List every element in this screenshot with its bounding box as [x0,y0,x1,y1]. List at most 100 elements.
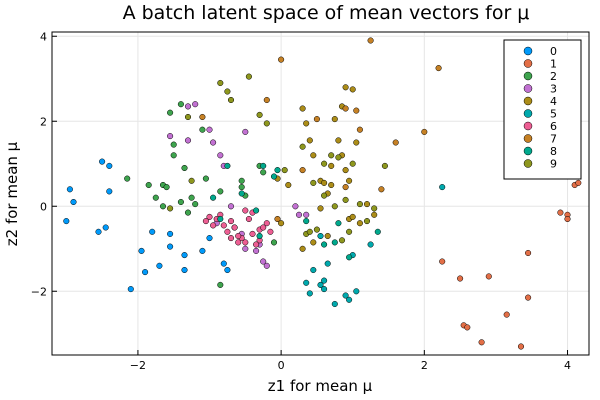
data-point [353,288,360,295]
legend-label: 6 [550,120,557,133]
series-9 [167,73,388,244]
data-point [313,116,320,123]
legend-label: 5 [550,108,557,121]
data-point [349,213,356,220]
data-point [335,154,342,161]
data-point [503,311,510,318]
plot-frame [51,31,590,356]
data-point [306,137,313,144]
data-point [167,230,174,237]
data-point [138,247,145,254]
data-point [256,232,263,240]
data-point [299,143,306,150]
series-2 [124,101,278,288]
data-point [525,294,532,301]
data-point [381,162,388,169]
data-point [367,37,374,44]
data-point [152,194,159,201]
data-point [224,162,231,169]
series-0 [63,158,238,293]
data-point [310,239,317,246]
data-point [224,228,231,235]
data-point [270,239,278,246]
data-point [170,141,177,148]
data-point [249,230,256,237]
data-point [245,215,252,223]
data-point [346,296,353,303]
data-point [303,218,310,225]
data-point [317,205,324,212]
data-point [303,120,310,127]
data-point [278,220,285,227]
data-point [575,179,582,186]
data-point [439,258,446,265]
data-point [274,215,281,223]
data-point [227,218,235,225]
data-point [177,198,184,206]
legend-label: 1 [550,58,557,71]
data-point [324,232,331,240]
data-point [317,281,324,288]
data-point [192,201,199,208]
data-point [557,209,564,216]
data-point [95,228,102,235]
legend-label: 4 [550,95,557,108]
data-point [263,96,270,104]
data-point [231,224,238,231]
x-tick-label: −2 [130,359,146,372]
data-point [342,292,349,299]
data-point [159,203,167,210]
data-point [303,211,310,218]
data-point [199,126,206,133]
data-point [220,222,227,229]
data-point [127,286,134,293]
data-point [331,239,338,246]
data-point [371,211,378,218]
data-point [256,111,263,118]
data-point [227,203,235,210]
data-point [371,205,378,212]
data-point [184,209,192,216]
data-point [328,152,335,159]
series-3 [167,101,310,269]
data-point [145,181,152,189]
legend-label: 9 [550,158,557,171]
data-point [356,220,363,227]
data-point [181,164,188,172]
data-point [224,266,231,274]
legend-marker [523,96,533,106]
data-point [342,196,349,203]
data-point [267,228,274,235]
data-point [435,65,442,72]
series-4 [274,84,378,252]
legend-label: 0 [550,45,557,58]
data-point [102,224,109,231]
data-point [281,167,288,174]
data-point [392,139,399,146]
data-point [378,186,385,193]
data-point [184,137,192,144]
data-point [260,162,267,169]
legend-label: 7 [550,133,557,146]
data-point [163,184,170,191]
series-6 [202,207,274,248]
legend-marker [523,121,533,131]
data-point [167,205,174,212]
data-point [274,167,281,174]
data-point [353,107,360,114]
data-point [184,103,192,110]
data-point [177,101,184,108]
legend-marker [523,146,533,156]
data-point [260,258,267,265]
data-point [202,218,209,225]
data-point [224,88,231,95]
data-point [363,201,371,208]
data-point [346,254,353,261]
data-point [167,133,174,140]
data-point [464,324,471,331]
data-point [342,184,349,191]
data-point [242,245,249,252]
data-point [106,162,113,169]
